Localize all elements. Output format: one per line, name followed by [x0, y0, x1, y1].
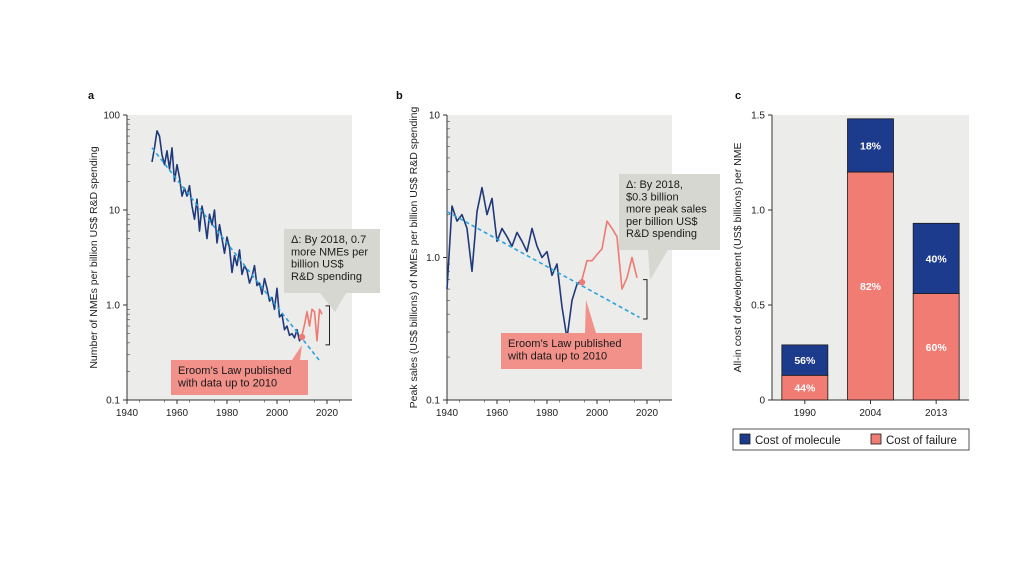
x-tick-label: 1960: [166, 408, 189, 419]
annotation-text-line: more NMEs per: [291, 246, 368, 258]
annotation-text-line: R&D spending: [291, 271, 362, 283]
bar-percent-label: 18%: [860, 140, 882, 152]
y-tick-label: 0: [759, 396, 765, 407]
y-tick-label: 1.0: [106, 301, 120, 312]
panel-letter-a: a: [88, 90, 95, 102]
annotation-text-line: Eroom’s Law published: [508, 338, 622, 350]
annotation-box: [501, 333, 642, 369]
annotation-text-line: Eroom’s Law published: [178, 365, 292, 377]
annotation-box: [284, 229, 380, 293]
annotation-text-line: Δ: By 2018, 0.7: [291, 234, 366, 246]
y-tick-label: 1.0: [751, 206, 765, 217]
series-line-trend: [446, 210, 640, 319]
x-tick-label: 2000: [266, 408, 289, 419]
delta-bracket: [643, 279, 648, 320]
bar-percent-label: 60%: [926, 342, 948, 354]
legend-swatch: [870, 433, 882, 445]
chart-panel-c: 0 0.5 1.0 1.5 All-in cost of development (US…: [732, 111, 970, 451]
annotation-box: [171, 360, 308, 395]
x-tick-label: 1940: [436, 408, 459, 419]
y-tick-label: 10: [429, 111, 441, 122]
annotation-text-line: more peak sales: [626, 204, 707, 216]
annotation-text-line: billion US$: [291, 259, 344, 271]
annotation-box: [619, 174, 720, 250]
annotation-pointer: [292, 345, 302, 360]
x-tick-label: 1960: [486, 408, 509, 419]
bar-segment-molecule: [912, 222, 960, 295]
x-tick-label: 2020: [636, 408, 659, 419]
annotation-text-line: $0.3 billion: [626, 191, 679, 203]
chart-panel-b: 0.1 1.0 10 1940 1960 1980 2000 2020 Peak sales (…: [408, 106, 720, 419]
bar-percent-label: 56%: [794, 355, 816, 367]
legend: Cost of molecule Cost of failure: [732, 428, 970, 451]
delta-bracket: [325, 305, 330, 346]
y-tick-label: 0.1: [426, 396, 440, 407]
bar-percent-label: 40%: [926, 253, 948, 265]
y-tick-label: 0.5: [751, 301, 765, 312]
chart-panel-a: 0.1 1.0 10 100 1940 1960 1980 2000 2020 Number of…: [88, 111, 380, 419]
x-tick-label: 2013: [925, 408, 948, 419]
bar-segment-molecule: [847, 118, 894, 173]
bar-segment-failure: [912, 293, 960, 401]
x-tick-label: 2020: [316, 408, 339, 419]
legend-label: Cost of molecule: [755, 435, 841, 447]
x-tick-label: 1990: [794, 408, 817, 419]
y-tick-label: 1.0: [426, 253, 440, 264]
x-tick-label: 1980: [536, 408, 559, 419]
bar-percent-label: 44%: [794, 383, 816, 395]
y-tick-label: 1.5: [751, 111, 765, 122]
y-axis-label: Number of NMEs per billion US$ R&D spend…: [88, 146, 100, 369]
x-tick-label: 2004: [859, 408, 882, 419]
bar-segment-failure: [781, 374, 829, 401]
series-line-observed: [446, 186, 583, 340]
eroom-point: [298, 333, 306, 341]
x-tick-label: 2000: [586, 408, 609, 419]
annotation-text-line: per billion US$: [626, 216, 698, 228]
bar-segment-molecule: [781, 344, 829, 376]
legend-label: Cost of failure: [886, 435, 957, 447]
x-tick-label: 1940: [116, 408, 139, 419]
legend-frame: [732, 428, 970, 451]
y-tick-label: 100: [103, 111, 120, 122]
eroom-point: [578, 279, 586, 286]
y-tick-label: 0.1: [106, 396, 120, 407]
y-axis-label: Peak sales (US$ billions) of NMEs per bi…: [408, 106, 420, 408]
y-tick-label: 10: [109, 206, 121, 217]
annotation-text-line: with data up to 2010: [177, 377, 277, 389]
annotation-pointer: [585, 300, 596, 333]
series-line-trend: [151, 147, 321, 362]
panel-letter-c: c: [735, 90, 741, 102]
y-axis-label: All-in cost of development (US$ billions…: [732, 143, 744, 373]
annotation-text-line: Δ: By 2018,: [626, 179, 683, 191]
bar-percent-label: 82%: [860, 281, 882, 293]
legend-swatch: [739, 433, 751, 445]
x-tick-label: 1980: [216, 408, 239, 419]
series-line-observed: [151, 130, 303, 342]
series-line-post-publication: [301, 308, 323, 342]
panel-letter-b: b: [396, 90, 403, 102]
annotation-text-line: with data up to 2010: [507, 350, 607, 362]
bar-segment-failure: [847, 171, 894, 401]
series-line-post-publication: [581, 220, 638, 290]
annotation-text-line: R&D spending: [626, 228, 697, 240]
annotation-pointer: [648, 250, 668, 280]
annotation-pointer: [320, 293, 346, 312]
